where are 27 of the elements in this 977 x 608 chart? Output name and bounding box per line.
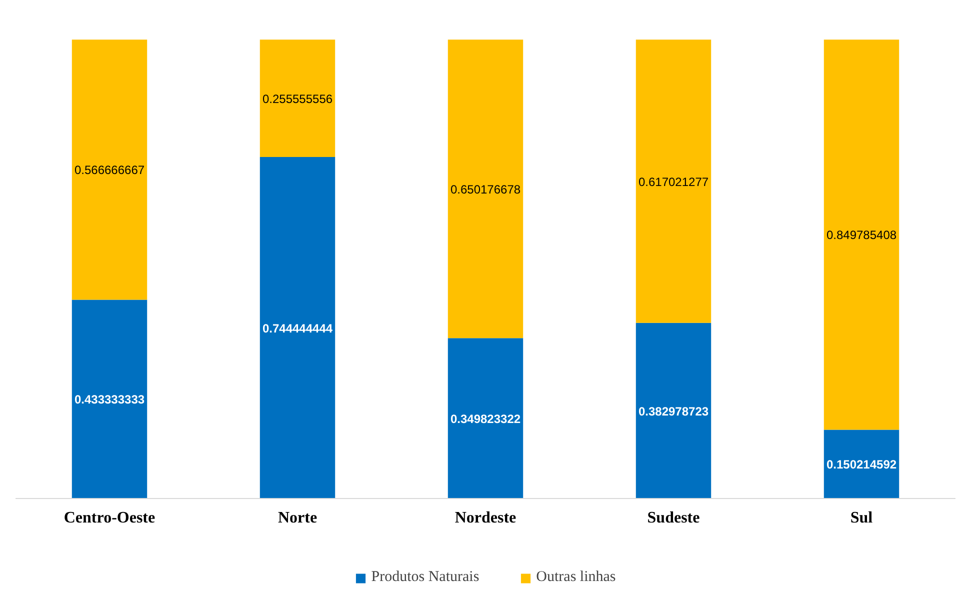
data-label: 0.433333333	[74, 392, 145, 407]
data-label: 0.255555556	[262, 92, 333, 106]
data-label: 0.150214592	[826, 458, 897, 472]
x-tick-label: Sudeste	[647, 510, 700, 527]
bar	[824, 40, 900, 430]
bar	[260, 156, 336, 499]
bar	[72, 40, 148, 300]
data-label: 0.744444444	[262, 321, 333, 336]
x-tick-label: Norte	[278, 510, 318, 527]
data-label: 0.617021277	[638, 174, 709, 189]
bar	[636, 322, 712, 499]
bar	[824, 430, 900, 499]
legend-label: Outras linhas	[536, 569, 616, 586]
x-tick-label: Sul	[850, 510, 874, 527]
bar	[260, 40, 336, 157]
legend-label: Produtos Naturais	[371, 569, 480, 586]
bar	[72, 300, 148, 499]
data-label: 0.382978723	[638, 404, 709, 418]
x-tick-label: Centro-Oeste	[64, 510, 156, 527]
data-label: 0.849785408	[826, 228, 897, 242]
data-label: 0.650176678	[450, 182, 521, 196]
x-tick-label: Nordeste	[454, 510, 516, 527]
data-label: 0.566666667	[74, 163, 145, 178]
bar	[448, 40, 524, 338]
bar	[636, 40, 712, 323]
data-label: 0.349823322	[450, 412, 521, 426]
bar	[448, 338, 524, 499]
